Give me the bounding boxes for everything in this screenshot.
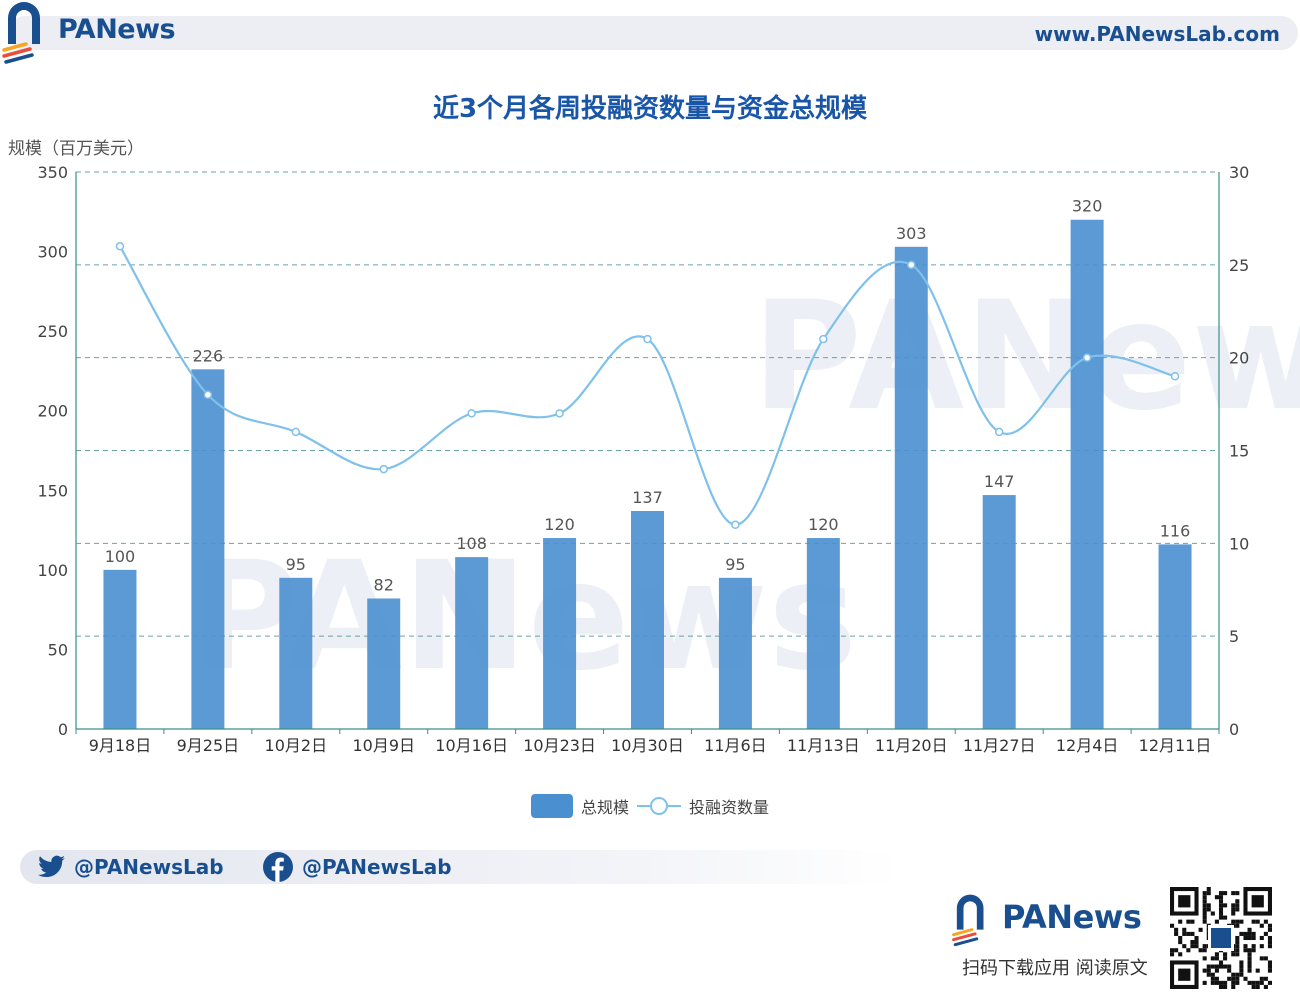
x-tick-label: 10月23日 <box>523 736 596 755</box>
bar <box>982 495 1016 729</box>
download-caption: 扫码下载应用 阅读原文 <box>962 958 1148 979</box>
y2-tick-label: 5 <box>1229 627 1239 646</box>
bar-value-label: 116 <box>1160 521 1191 540</box>
bar <box>806 538 840 729</box>
twitter-icon[interactable] <box>38 855 66 879</box>
bar <box>718 577 752 729</box>
line-point <box>467 409 476 418</box>
bar-value-label: 82 <box>374 576 394 595</box>
y-tick-label: 300 <box>37 243 68 262</box>
x-tick-label: 10月2日 <box>265 736 328 755</box>
y2-tick-label: 15 <box>1229 442 1249 461</box>
bar-value-label: 100 <box>105 547 136 566</box>
legend: 总规模 投融资数量 <box>0 794 1300 822</box>
y2-tick-label: 20 <box>1229 349 1249 368</box>
panews-logo-icon <box>2 2 40 64</box>
site-url[interactable]: www.PANewsLab.com <box>1034 22 1280 46</box>
header-bar <box>8 16 1298 50</box>
y-tick-label: 150 <box>37 481 68 500</box>
x-tick-label: 11月27日 <box>963 736 1036 755</box>
bar-value-label: 147 <box>984 472 1015 491</box>
facebook-icon[interactable] <box>262 851 294 883</box>
y-axis-label: 规模（百万美元） <box>8 139 144 159</box>
twitter-handle[interactable]: @PANewsLab <box>74 855 224 879</box>
bar <box>455 557 489 729</box>
brand-name-bottom: PANews <box>1002 898 1142 936</box>
y-tick-label: 50 <box>48 640 68 659</box>
axes: 0 50 100 150 200 250 300 350 0 5 10 15 20 25 30 9月18日 9月… <box>37 163 1249 755</box>
legend-line-label[interactable]: 投融资数量 <box>689 798 770 817</box>
x-tick-label: 9月18日 <box>89 736 152 755</box>
bar <box>1158 544 1192 729</box>
y2-tick-label: 0 <box>1229 720 1239 739</box>
brand-name: PANews <box>58 14 176 45</box>
bar <box>279 577 313 729</box>
line-point <box>1082 353 1092 362</box>
x-tick-label: 10月9日 <box>352 736 415 755</box>
line-point <box>643 334 652 344</box>
line-point <box>994 427 1004 437</box>
line-point <box>291 427 301 437</box>
bar-value-label: 120 <box>808 515 839 534</box>
bar <box>543 538 577 729</box>
qr-code-icon[interactable] <box>1170 887 1272 989</box>
bar-value-label: 120 <box>544 515 575 534</box>
chart-title: 近3个月各周投融资数量与资金总规模 <box>432 94 868 124</box>
x-tick-label: 11月20日 <box>875 736 948 755</box>
x-tick-label: 11月6日 <box>704 736 767 755</box>
bar-value-label: 320 <box>1072 197 1103 216</box>
line-point <box>1170 371 1180 381</box>
x-tick-label: 12月4日 <box>1056 736 1119 755</box>
social-bar: @PANewsLab @PANewsLab <box>20 850 900 884</box>
bar-value-label: 95 <box>286 555 306 574</box>
line-point <box>731 520 740 530</box>
bar <box>894 246 928 729</box>
x-tick-label: 12月11日 <box>1139 736 1212 755</box>
data-labels: 100 226 95 82 108 120 137 95 120 303 147 320 116 <box>105 197 1191 595</box>
line-point <box>907 260 916 270</box>
line-point <box>819 334 828 344</box>
y-tick-label: 250 <box>37 322 68 341</box>
y2-tick-label: 10 <box>1229 534 1249 553</box>
y-tick-label: 100 <box>37 561 68 580</box>
bar <box>367 598 401 729</box>
legend-line-swatch[interactable] <box>637 794 681 818</box>
y-tick-label: 0 <box>58 720 68 739</box>
bar <box>1070 219 1104 729</box>
y2-tick-label: 30 <box>1229 163 1249 182</box>
bar-value-label: 303 <box>896 224 927 243</box>
bar-value-label: 108 <box>456 534 487 553</box>
x-tick-label: 10月16日 <box>435 736 508 755</box>
bar <box>103 569 137 729</box>
bar-value-label: 137 <box>632 488 663 507</box>
bar-series <box>103 219 1192 729</box>
line-series <box>115 242 1180 530</box>
panews-logo-icon-bottom <box>952 894 984 947</box>
x-tick-label: 11月13日 <box>787 736 860 755</box>
line-point <box>115 242 125 251</box>
line-point <box>555 409 564 418</box>
y-tick-label: 350 <box>37 163 68 182</box>
y-tick-label: 200 <box>37 402 68 421</box>
bar <box>191 369 225 729</box>
legend-bar-label[interactable]: 总规模 <box>580 798 629 817</box>
facebook-handle[interactable]: @PANewsLab <box>302 855 452 879</box>
y2-tick-label: 25 <box>1229 256 1249 275</box>
line-path <box>119 245 1176 526</box>
bar-value-label: 95 <box>725 555 745 574</box>
legend-bar-swatch[interactable] <box>530 794 573 818</box>
x-tick-label: 10月30日 <box>611 736 684 755</box>
chart-canvas: 规模（百万美元） 0 50 100 150 200 250 300 350 0 5 10 15 20 25… <box>8 139 1249 755</box>
bar <box>631 510 664 729</box>
x-tick-label: 9月25日 <box>177 736 240 755</box>
line-point <box>379 464 388 474</box>
bar-value-label: 226 <box>193 346 224 365</box>
line-point <box>203 390 213 400</box>
